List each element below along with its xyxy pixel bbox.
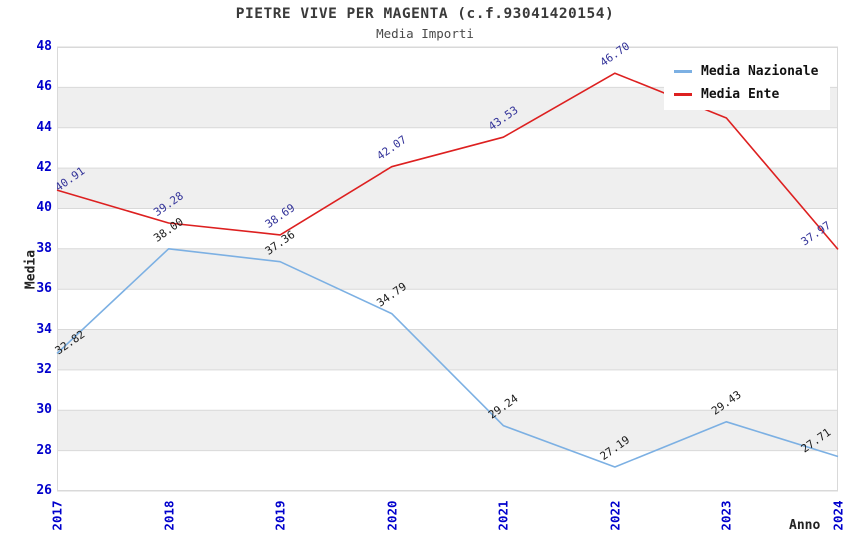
band: [57, 410, 838, 451]
x-tick-label: 2021: [495, 500, 511, 531]
series-line: [56, 248, 839, 468]
x-tick-label: 2019: [272, 500, 288, 531]
point-value-label: 42.07: [374, 133, 409, 163]
legend-item: Media Nazionale: [674, 64, 818, 79]
legend-swatch-line-icon: [674, 93, 692, 96]
y-tick-label: 40: [36, 200, 52, 216]
x-tick-label: 2017: [49, 500, 65, 531]
legend: Media Nazionale Media Ente: [664, 56, 831, 110]
chart-subtitle: Media Importi: [376, 26, 474, 41]
x-tick-label: 2022: [607, 500, 623, 531]
y-tick-label: 32: [36, 361, 52, 377]
x-tick-label: 2023: [718, 500, 734, 531]
legend-label: Media Ente: [701, 87, 780, 102]
band: [57, 248, 838, 290]
y-tick-label: 42: [36, 160, 52, 176]
chart-title: PIETRE VIVE PER MAGENTA (c.f.93041420154…: [235, 6, 615, 22]
y-tick-label: 36: [36, 281, 52, 297]
legend-item: Media Ente: [674, 87, 818, 102]
x-tick-label: 2018: [161, 500, 177, 531]
x-tick-label: 2024: [830, 500, 846, 531]
y-tick-label: 46: [36, 79, 52, 95]
y-tick-label: 26: [36, 483, 52, 498]
y-tick-label: 34: [36, 321, 52, 337]
x-axis-label: Anno: [789, 518, 821, 533]
y-tick-label: 44: [36, 119, 52, 135]
series-line: [56, 72, 839, 250]
y-tick-label: 28: [36, 442, 52, 458]
y-tick-label: 30: [36, 402, 52, 418]
y-axis-label: Media: [23, 249, 39, 290]
y-tick-label: 38: [36, 240, 52, 256]
x-tick-label: 2020: [384, 500, 400, 531]
legend-swatch-line-icon: [674, 70, 692, 73]
band: [57, 329, 838, 370]
band: [57, 168, 838, 209]
legend-label: Media Nazionale: [701, 64, 819, 79]
point-value-label: 46.70: [598, 40, 633, 70]
plot-border: [57, 47, 838, 491]
y-tick-label: 48: [36, 39, 52, 54]
